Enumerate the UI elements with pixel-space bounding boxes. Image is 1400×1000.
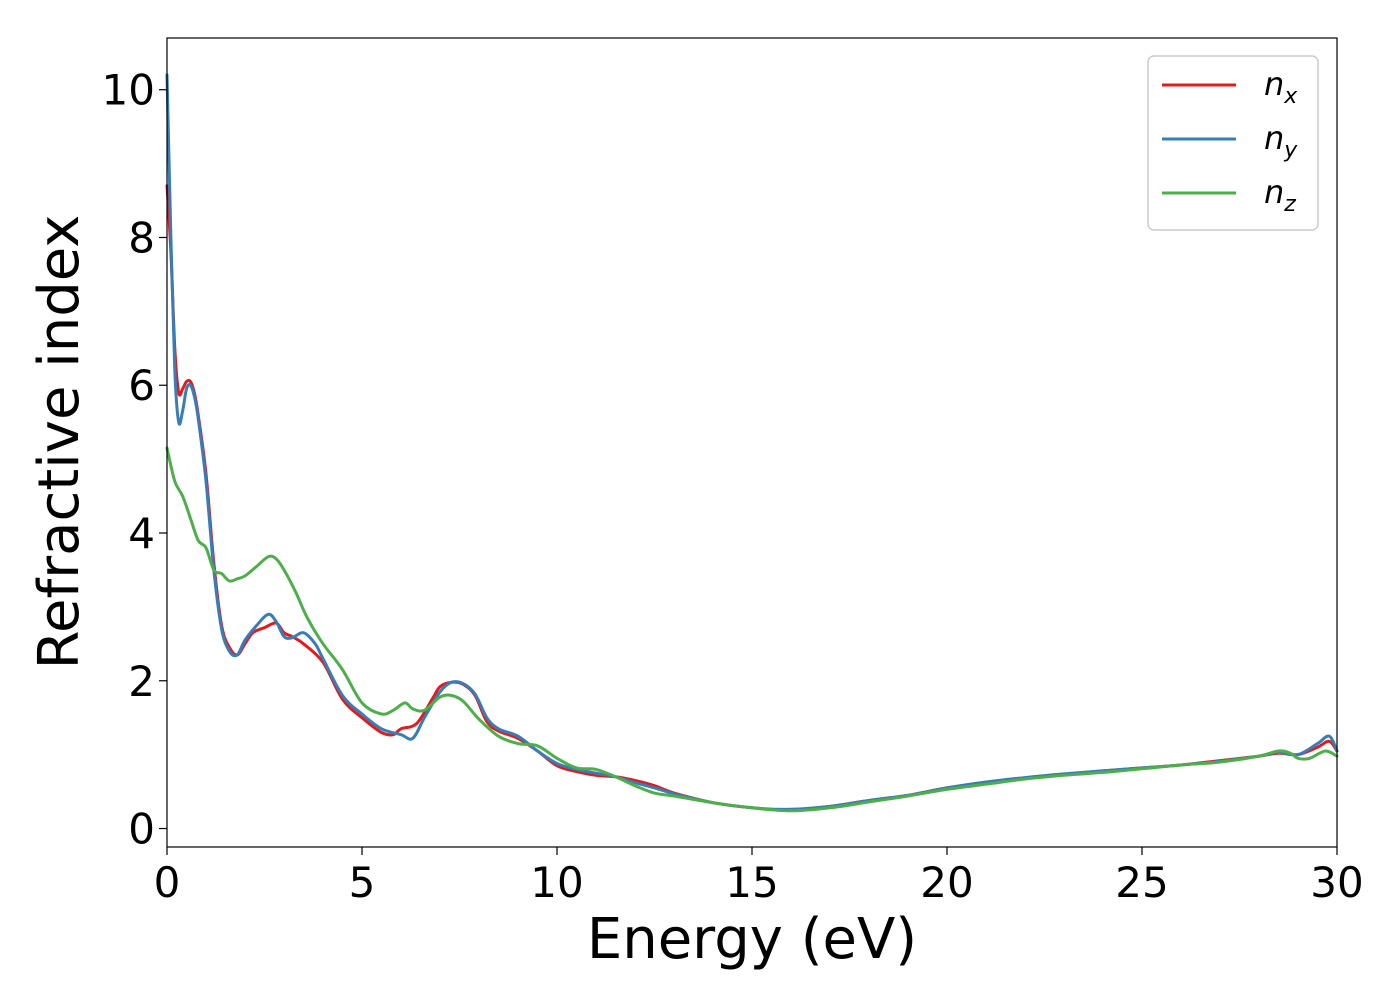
y-axis-label: Refractive index [27, 215, 92, 670]
x-tick-label: 5 [349, 858, 376, 907]
x-tick-label: 30 [1310, 858, 1363, 907]
y-tick-label: 0 [128, 805, 155, 854]
y-tick-label: 8 [128, 213, 155, 262]
legend-label-nx: nx [1264, 65, 1298, 109]
x-tick-label: 10 [530, 858, 583, 907]
x-tick-label: 0 [154, 858, 181, 907]
x-axis-label: Energy (eV) [587, 907, 917, 972]
y-tick-label: 6 [128, 361, 155, 410]
legend-box [1147, 55, 1319, 231]
y-tick-label: 4 [128, 509, 155, 558]
y-tick-label: 2 [128, 657, 155, 706]
y-tick-label: 10 [102, 66, 155, 115]
series-layer [165, 73, 1339, 813]
legend-entries: nx ny nz [1162, 65, 1298, 217]
y-axis-ticks: 0 2 4 6 8 10 [102, 66, 167, 854]
series-line-nz [165, 446, 1339, 813]
legend-label-nz: nz [1264, 173, 1296, 217]
legend: nx ny nz [1147, 55, 1319, 231]
x-tick-label: 20 [920, 858, 973, 907]
x-axis-ticks: 0 5 10 15 20 25 30 [154, 847, 1364, 907]
x-tick-label: 25 [1115, 858, 1168, 907]
legend-label-ny: ny [1264, 119, 1298, 163]
x-tick-label: 15 [725, 858, 778, 907]
